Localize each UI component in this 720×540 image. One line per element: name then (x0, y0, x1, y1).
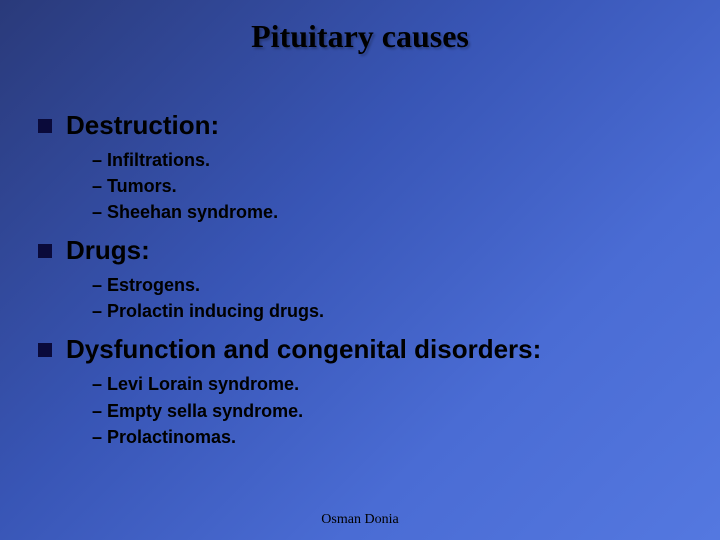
square-bullet-icon (38, 119, 52, 133)
section-heading: Dysfunction and congenital disorders: (38, 334, 682, 365)
slide: Pituitary causes Destruction: Infiltrati… (0, 0, 720, 540)
square-bullet-icon (38, 244, 52, 258)
list-item: Empty sella syndrome. (92, 398, 682, 424)
list-item: Tumors. (92, 173, 682, 199)
heading-text: Dysfunction and congenital disorders: (66, 334, 541, 365)
slide-content: Destruction: Infiltrations. Tumors. Shee… (38, 100, 682, 460)
list-item: Prolactin inducing drugs. (92, 298, 682, 324)
slide-title: Pituitary causes (0, 0, 720, 55)
list-item: Sheehan syndrome. (92, 199, 682, 225)
section-destruction: Destruction: Infiltrations. Tumors. Shee… (38, 110, 682, 225)
slide-footer: Osman Donia (0, 512, 720, 528)
heading-text: Drugs: (66, 235, 150, 266)
section-heading: Drugs: (38, 235, 682, 266)
section-drugs: Drugs: Estrogens. Prolactin inducing dru… (38, 235, 682, 324)
list-item: Estrogens. (92, 272, 682, 298)
sub-items: Estrogens. Prolactin inducing drugs. (92, 272, 682, 324)
list-item: Infiltrations. (92, 147, 682, 173)
square-bullet-icon (38, 343, 52, 357)
list-item: Levi Lorain syndrome. (92, 371, 682, 397)
section-heading: Destruction: (38, 110, 682, 141)
section-dysfunction: Dysfunction and congenital disorders: Le… (38, 334, 682, 449)
sub-items: Infiltrations. Tumors. Sheehan syndrome. (92, 147, 682, 225)
heading-text: Destruction: (66, 110, 219, 141)
list-item: Prolactinomas. (92, 424, 682, 450)
sub-items: Levi Lorain syndrome. Empty sella syndro… (92, 371, 682, 449)
